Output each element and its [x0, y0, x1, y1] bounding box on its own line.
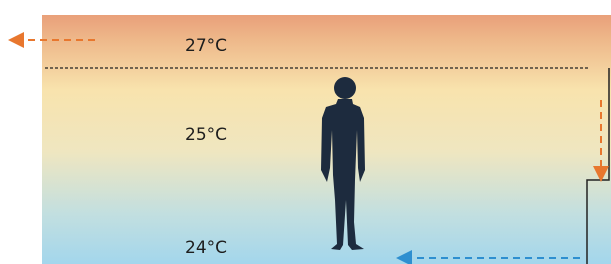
room-diagram: 27°C 25°C 24°C — [0, 0, 611, 264]
temperature-label: 24°C — [185, 238, 227, 258]
temperature-label: 25°C — [185, 125, 227, 145]
temperature-label: 27°C — [185, 36, 227, 56]
